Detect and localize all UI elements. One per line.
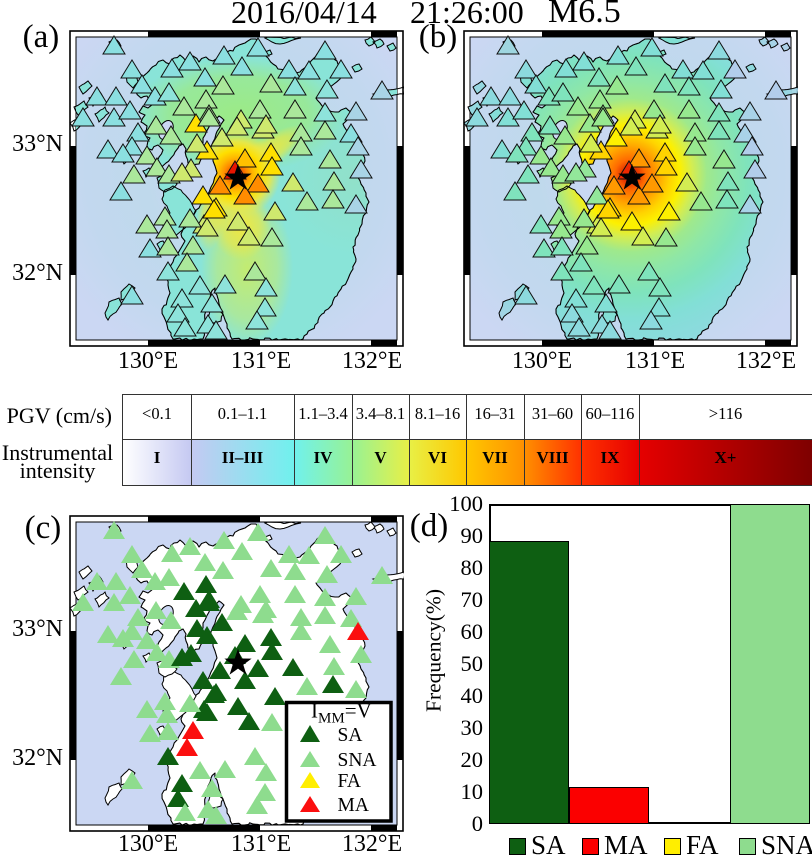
svg-text:FA: FA [338,771,361,792]
svg-text:SNA: SNA [338,750,377,771]
svg-text:MA: MA [338,795,369,816]
svg-text:SA: SA [338,725,363,746]
